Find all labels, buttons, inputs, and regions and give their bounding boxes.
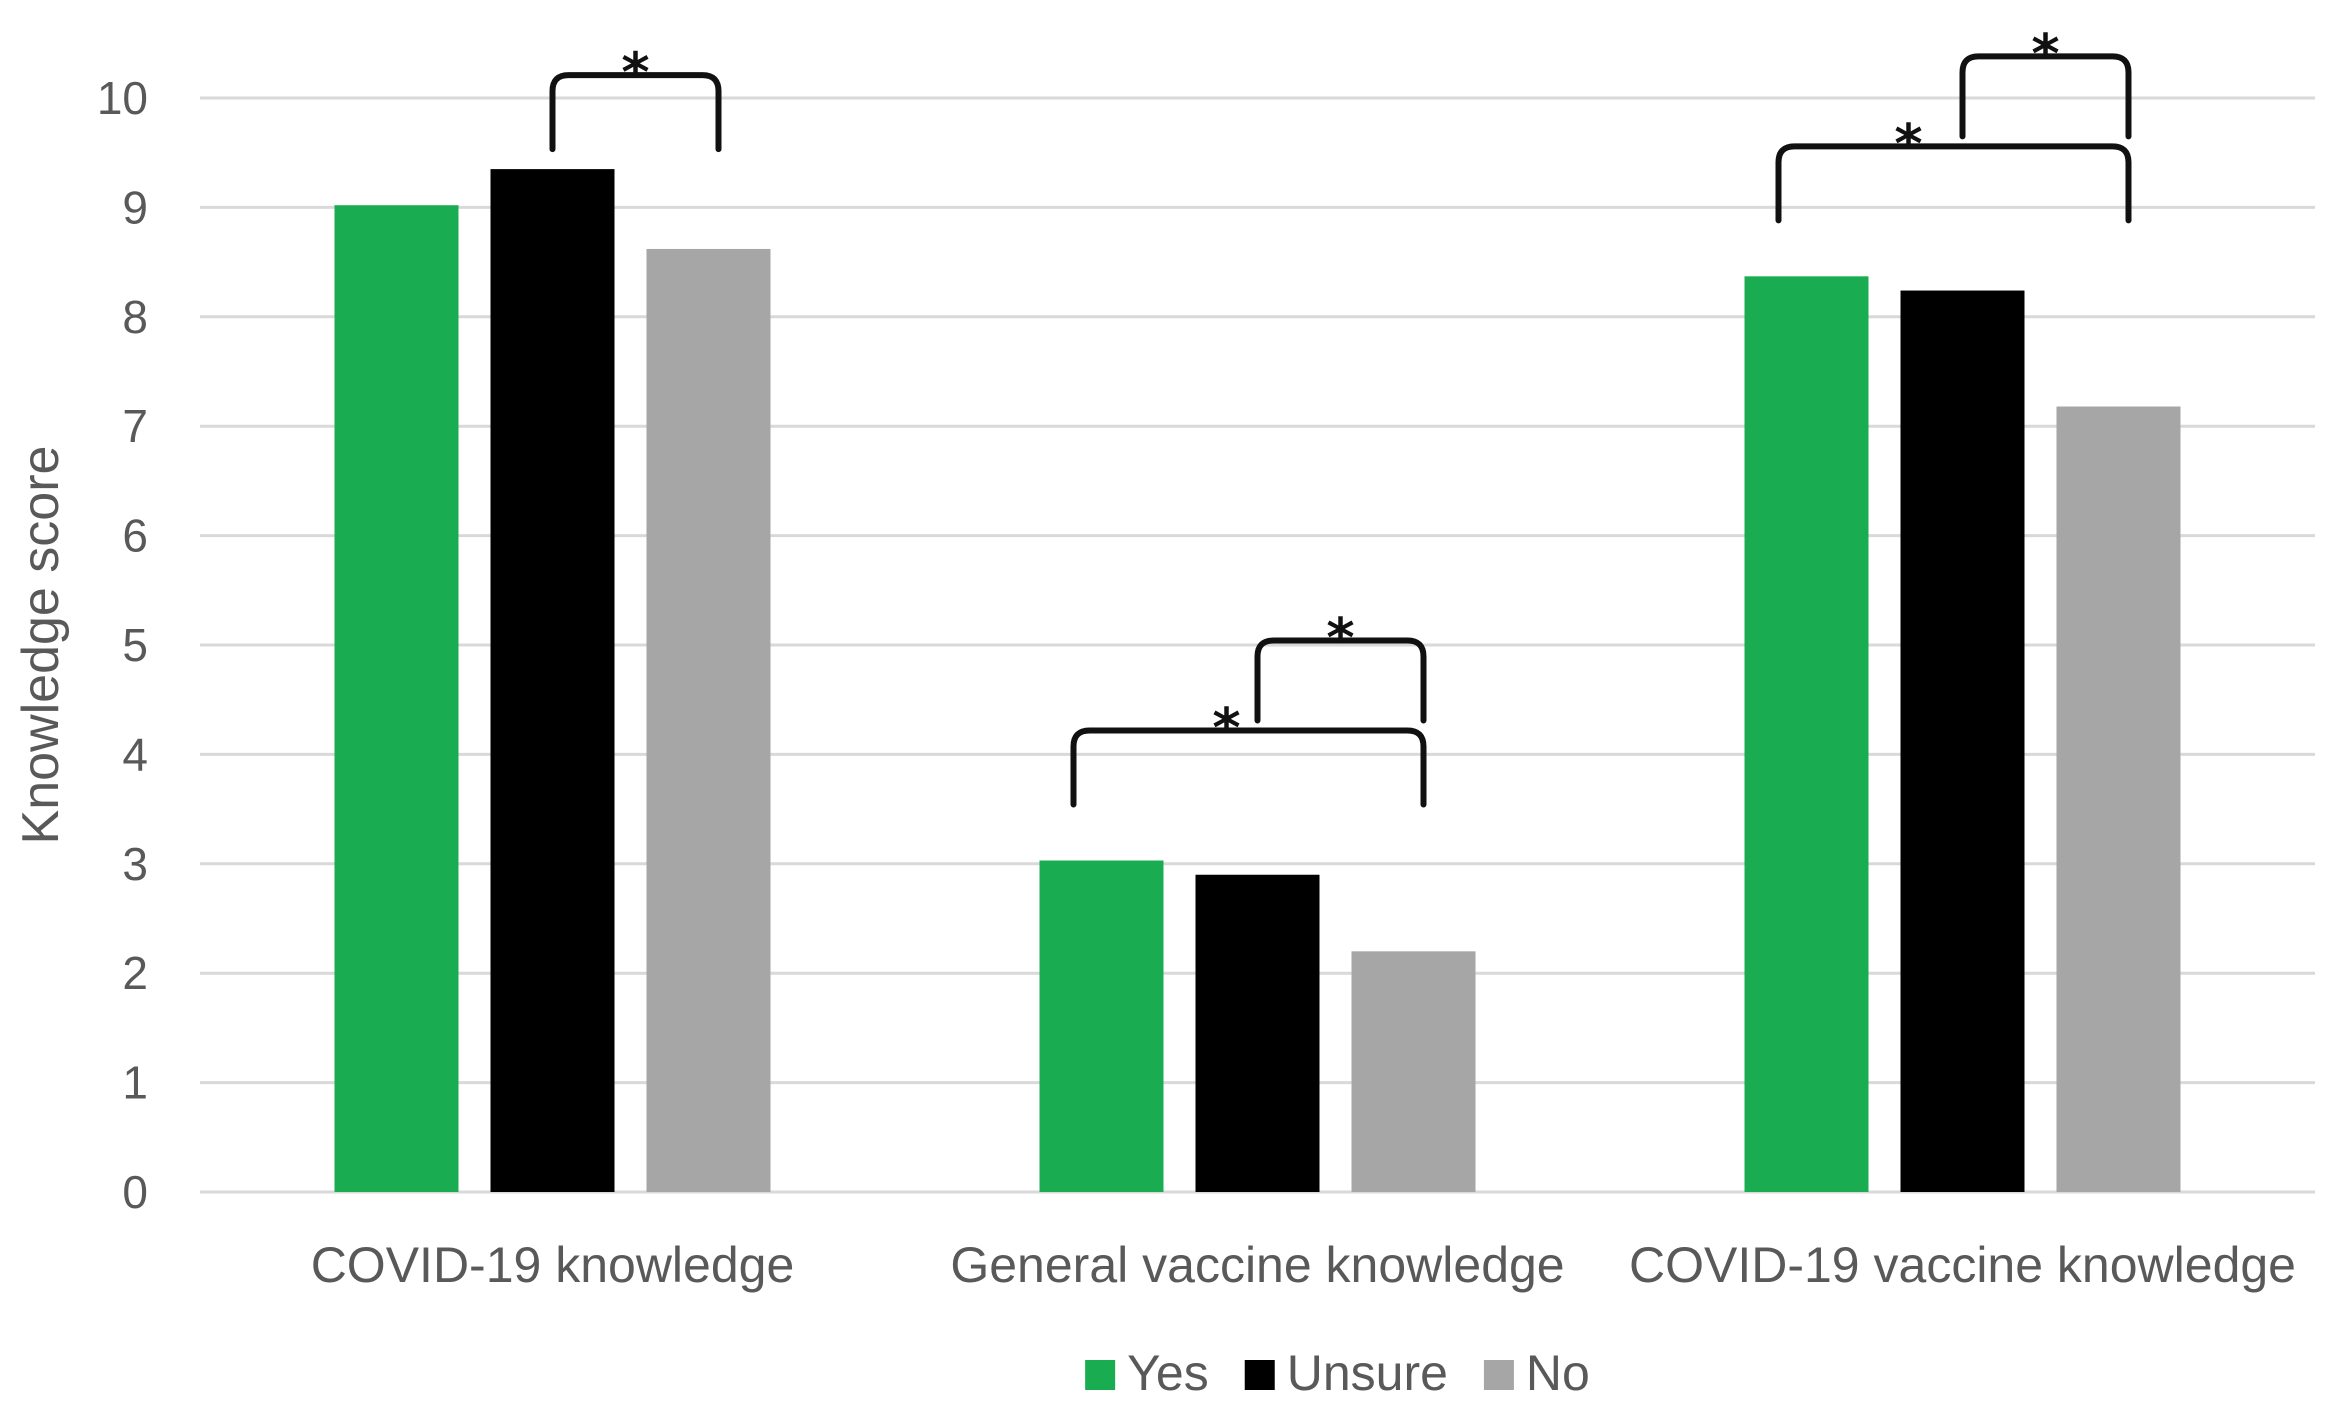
y-axis-ticks: 0 1 2 3 4 5 6 7 8 9 10 <box>97 72 148 1218</box>
legend-label: Unsure <box>1287 1345 1448 1401</box>
bar-yes <box>1744 276 1869 1192</box>
y-tick-label: 9 <box>122 181 148 233</box>
y-tick-label: 0 <box>122 1166 148 1218</box>
significance-brackets: * * * * * <box>549 22 2132 808</box>
significance-star: * <box>1326 607 1354 670</box>
y-tick-label: 10 <box>97 72 148 124</box>
significance-bracket <box>1775 143 2132 224</box>
significance-star: * <box>621 41 649 104</box>
legend-swatch <box>1085 1360 1116 1390</box>
x-category-label: COVID-19 knowledge <box>311 1237 795 1293</box>
y-tick-label: 5 <box>122 619 148 671</box>
y-tick-label: 6 <box>122 510 148 562</box>
significance-star: * <box>2031 22 2059 85</box>
significance-bracket <box>1070 727 1427 808</box>
legend-label: No <box>1526 1345 1590 1401</box>
significance-bracket <box>1254 637 1427 724</box>
significance-bracket <box>1959 53 2132 140</box>
bar-yes <box>1039 860 1164 1192</box>
legend-item-no: No <box>1483 1345 1590 1401</box>
legend-swatch <box>1483 1360 1514 1390</box>
bar-unsure <box>1900 290 2025 1192</box>
bars <box>334 169 2181 1193</box>
bar-yes <box>334 205 459 1192</box>
significance-bracket <box>549 72 722 153</box>
bar-no <box>2056 406 2181 1192</box>
significance-star: * <box>1894 112 1922 175</box>
legend: Yes Unsure No <box>1085 1345 1590 1401</box>
y-axis-label: Knowledge score <box>12 446 70 845</box>
legend-swatch <box>1244 1360 1275 1390</box>
legend-item-yes: Yes <box>1085 1345 1209 1401</box>
bar-no <box>646 248 771 1193</box>
legend-label: Yes <box>1127 1345 1209 1401</box>
bar-unsure <box>1195 874 1320 1192</box>
y-tick-label: 1 <box>122 1057 148 1109</box>
legend-item-unsure: Unsure <box>1244 1345 1448 1401</box>
y-tick-label: 3 <box>122 838 148 890</box>
bar-unsure <box>490 169 615 1193</box>
y-tick-label: 7 <box>122 400 148 452</box>
y-tick-label: 4 <box>122 728 148 780</box>
x-category-label: COVID-19 vaccine knowledge <box>1629 1237 2296 1293</box>
x-category-label: General vaccine knowledge <box>950 1237 1564 1293</box>
y-tick-label: 8 <box>122 291 148 343</box>
significance-star: * <box>1212 697 1240 760</box>
bar-no <box>1351 951 1476 1192</box>
x-axis-categories: COVID-19 knowledge General vaccine knowle… <box>311 1237 2296 1293</box>
y-tick-label: 2 <box>122 947 148 999</box>
